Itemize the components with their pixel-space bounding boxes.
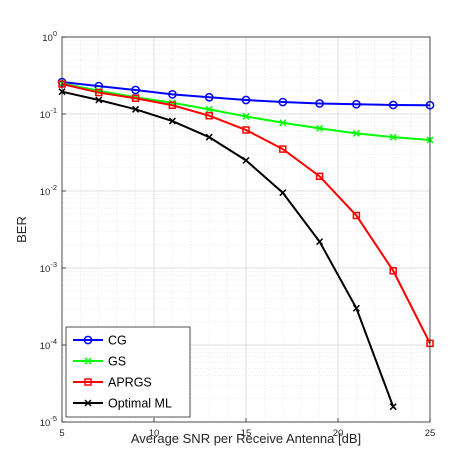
x-axis-title: Average SNR per Receive Antenna [dB] [131,431,361,446]
y-axis-title: BER [14,216,29,243]
y-tick-label: 10-1 [40,106,57,121]
x-tick-label: 15 [241,428,252,439]
data-point-aprgs [95,88,103,97]
series-optimal-ml [58,88,397,411]
data-point-aprgs [315,172,324,181]
y-tick-label: 10-5 [40,414,57,429]
data-point-optimal-ml [205,133,213,141]
data-point-cg [168,89,177,99]
legend-marker-aprgs [84,378,92,386]
legend-entry-gs: GS [73,355,126,369]
data-point-cg [315,99,324,108]
data-point-optimal-ml [132,105,140,113]
x-tick-label: 10 [149,428,160,439]
legend-marker-cg [83,335,93,345]
legend-label-optimal-ml: Optimal ML [108,397,172,411]
data-point-gs [389,133,397,141]
legend-label-aprgs: APRGS [108,376,152,390]
data-point-gs [279,119,287,127]
data-point-aprgs [279,145,287,153]
x-tick-label: 25 [425,428,436,439]
data-point-cg [131,85,140,95]
y-tick-label: 100 [42,29,57,44]
data-point-cg [352,99,361,109]
data-point-aprgs [131,94,140,103]
y-tick-label: 10-2 [40,183,57,198]
legend-entry-cg: CG [73,334,127,348]
data-point-gs [205,105,213,113]
data-point-optimal-ml [316,238,324,246]
series-aprgs [58,80,434,348]
data-point-optimal-ml [242,156,250,164]
data-point-cg [388,100,398,110]
data-point-cg [278,97,288,107]
series-line-aprgs [61,83,431,344]
legend-entry-optimal-ml: Optimal ML [73,397,172,411]
data-point-aprgs [242,126,250,134]
legend-label-cg: CG [108,334,127,348]
y-tick-label: 10-4 [40,337,57,352]
legend-label-gs: GS [108,355,126,369]
series-line-cg [61,81,431,107]
series-line-optimal-ml [61,90,395,408]
data-point-aprgs [168,101,177,109]
y-tick-label: 10-3 [40,260,57,275]
data-point-gs [242,112,250,120]
legend-marker-gs [84,357,92,365]
data-point-gs [352,129,360,137]
legend-marker-optimal-ml [84,399,92,407]
data-point-aprgs [352,211,361,220]
x-tick-label: 20 [333,428,344,439]
data-point-optimal-ml [279,189,287,197]
data-point-optimal-ml [389,403,397,411]
legend: CG GS APRGS Optimal ML [65,326,191,418]
x-tick-label: 5 [59,428,64,439]
legend-entry-aprgs: APRGS [73,376,152,390]
data-point-aprgs [205,111,213,120]
series-group [57,77,435,411]
data-point-gs [316,124,324,132]
data-point-cg [241,95,251,105]
data-point-optimal-ml [168,117,176,125]
data-point-optimal-ml [352,304,360,312]
data-point-aprgs [389,267,397,275]
data-point-optimal-ml [95,96,103,104]
axis-ticks: 5 10 15 20 25 10-5 10-4 10-3 10-2 10-1 100 [40,29,436,439]
data-point-cg [204,92,214,102]
